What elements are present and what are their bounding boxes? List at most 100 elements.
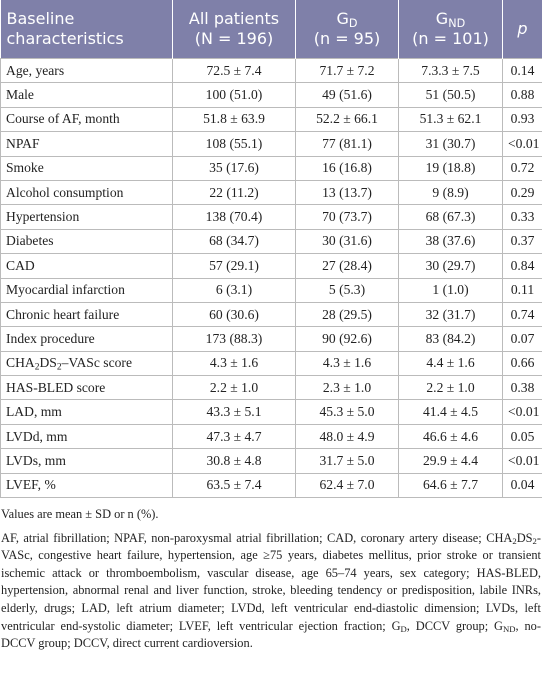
cell: 68 (67.3) — [398, 204, 503, 230]
text: 100 (51.0) — [205, 87, 263, 103]
cell: 62.4 ± 7.0 — [295, 472, 399, 499]
text: All patients — [188, 9, 280, 28]
text: 0.93 — [510, 111, 535, 127]
text: 0.72 — [510, 160, 535, 176]
text: (n = 101) — [412, 29, 489, 48]
text: p — [517, 19, 528, 38]
cell: 51 (50.5) — [398, 82, 503, 108]
cell: 0.29 — [502, 179, 542, 206]
subscript: D — [348, 16, 358, 30]
cell: 6 (3.1) — [172, 277, 296, 303]
text: 0.14 — [510, 62, 535, 78]
row: Diabetes 68 (34.7) 30 (31.6) 38 (37.6) 0.37 — [0, 228, 542, 255]
text: 173 (88.3) — [205, 330, 263, 346]
cell: 38 (37.6) — [398, 228, 503, 255]
text: <0.01 — [508, 452, 540, 468]
cell: 32 (31.7) — [398, 301, 503, 328]
cell: 0.05 — [502, 423, 542, 450]
subscript: 2 — [532, 535, 537, 546]
text: Baseline — [6, 9, 75, 28]
text: 22 (11.2) — [209, 184, 259, 200]
cell: 0.72 — [502, 155, 542, 181]
header-line: characteristics — [7, 29, 167, 49]
row-label: Smoke — [0, 155, 173, 181]
cell: 0.33 — [502, 204, 542, 230]
cell: 51.8 ± 63.9 — [172, 106, 296, 133]
text: 2.2 ± 1.0 — [426, 379, 475, 395]
text: LVDs, mm — [6, 452, 66, 468]
cell: 71.7 ± 7.2 — [295, 57, 399, 84]
footnotes: Values are mean ± SD or n (%). AF, atrial… — [0, 498, 542, 653]
text: 49 (51.6) — [322, 87, 372, 103]
row: HAS-BLED score 2.2 ± 1.0 2.3 ± 1.0 2.2 ± 1.… — [0, 375, 542, 401]
cell: 57 (29.1) — [172, 253, 296, 279]
cell: 0.74 — [502, 301, 542, 328]
text: 2.3 ± 1.0 — [322, 379, 372, 395]
cell: 5 (5.3) — [295, 277, 399, 303]
text: 27 (28.4) — [322, 257, 372, 273]
subscript: 2 — [56, 362, 62, 373]
cell: 68 (34.7) — [172, 228, 296, 255]
row: Myocardial infarction 6 (3.1) 5 (5.3) 1 (1.… — [0, 277, 542, 303]
cell: 70 (73.7) — [295, 204, 399, 230]
cell: 0.04 — [502, 472, 542, 499]
row-label: CAD — [0, 253, 173, 279]
header-line: Baseline — [7, 9, 167, 29]
text: 68 (67.3) — [425, 209, 476, 225]
header-line: (n = 101) — [405, 29, 496, 49]
cell: 27 (28.4) — [295, 253, 399, 279]
text: 28 (29.5) — [322, 306, 372, 322]
row: LVDd, mm 47.3 ± 4.7 48.0 ± 4.9 46.6 ± 4.6 0.… — [0, 423, 542, 450]
text: LAD, mm — [6, 404, 62, 420]
row-label: LAD, mm — [0, 399, 173, 425]
row-label: Age, years — [0, 57, 173, 84]
text: 0.05 — [510, 428, 535, 444]
cell: 49 (51.6) — [295, 82, 399, 108]
text: CHA — [6, 355, 35, 371]
text: 0.88 — [510, 87, 535, 103]
cell: 0.88 — [502, 82, 542, 108]
cell: 30 (31.6) — [295, 228, 399, 255]
text: 4.4 ± 1.6 — [426, 355, 475, 371]
text: 0.11 — [510, 282, 535, 298]
row-label: Male — [0, 82, 173, 108]
cell: 138 (70.4) — [172, 204, 296, 230]
header-cell: Baseline characteristics — [0, 0, 173, 59]
text: 1 (1.0) — [432, 282, 469, 298]
cell: 31 (30.7) — [398, 131, 503, 157]
cell: 52.2 ± 66.1 — [295, 106, 399, 133]
text: 30.8 ± 4.8 — [206, 452, 262, 468]
cell: 9 (8.9) — [398, 179, 503, 206]
row: LAD, mm 43.3 ± 5.1 45.3 ± 5.0 41.4 ± 4.5 <0.… — [0, 399, 542, 425]
note: AF, atrial fibrillation; NPAF, non-parox… — [1, 530, 541, 653]
text: 64.6 ± 7.7 — [422, 477, 479, 493]
header-line: All patients — [179, 9, 289, 29]
text: (N = 196) — [194, 29, 274, 48]
cell: 30.8 ± 4.8 — [172, 448, 296, 474]
cell: 22 (11.2) — [172, 179, 296, 206]
text: 45.3 ± 5.0 — [319, 404, 375, 420]
text: 6 (3.1) — [215, 282, 253, 298]
row: Smoke 35 (17.6) 16 (16.8) 19 (18.8) 0.72 — [0, 155, 542, 181]
cell: 0.37 — [502, 228, 542, 255]
row-label: Index procedure — [0, 326, 173, 352]
cell: 43.3 ± 5.1 — [172, 399, 296, 425]
text: CAD — [6, 257, 35, 273]
header-cell: GD (n = 95) — [295, 0, 399, 59]
cell: <0.01 — [502, 399, 542, 425]
cell: 64.6 ± 7.7 — [398, 472, 503, 499]
text: -VASc, congestive heart failure, hyperte… — [1, 530, 541, 633]
text: 13 (13.7) — [322, 184, 372, 200]
text: Male — [6, 87, 34, 103]
cell: 90 (92.6) — [295, 326, 399, 352]
row-label: HAS-BLED score — [0, 375, 173, 401]
text: 71.7 ± 7.2 — [319, 62, 375, 78]
row-label: Diabetes — [0, 228, 173, 255]
cell: <0.01 — [502, 131, 542, 157]
text: 51.3 ± 62.1 — [419, 111, 482, 127]
text: 62.4 ± 7.0 — [319, 477, 375, 493]
text: –VASc score — [61, 355, 132, 371]
text: 138 (70.4) — [205, 209, 263, 225]
text: 30 (29.7) — [425, 257, 476, 273]
cell: 0.84 — [502, 253, 542, 279]
